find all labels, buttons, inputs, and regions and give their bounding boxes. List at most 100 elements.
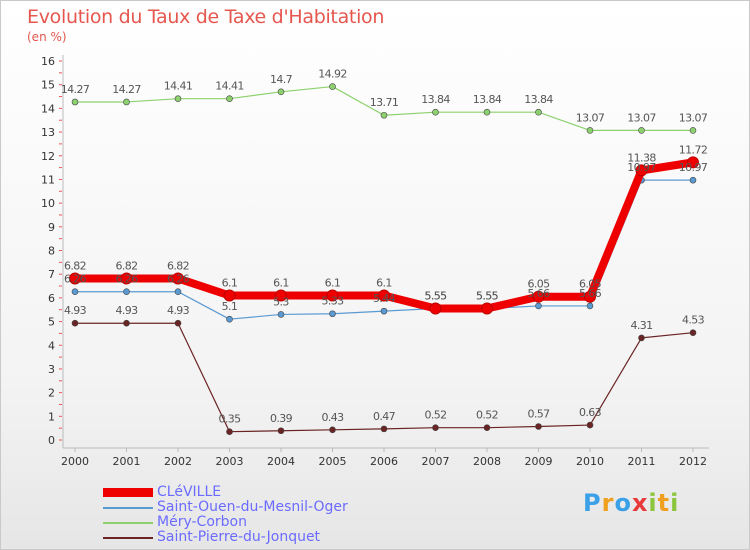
- data-point: [483, 108, 491, 116]
- data-point: [586, 421, 594, 429]
- legend-swatch: [103, 521, 153, 524]
- x-tick-label: 2007: [422, 455, 450, 468]
- x-tick-label: 2008: [473, 455, 501, 468]
- data-point: [226, 428, 233, 436]
- data-label: 5.55: [424, 290, 447, 303]
- data-point: [638, 334, 645, 342]
- brand-logo: Proxiti: [583, 489, 680, 517]
- data-label: 6.82: [115, 259, 137, 272]
- data-point: [483, 424, 491, 431]
- data-point: [120, 272, 133, 285]
- data-label: 6.05: [579, 278, 602, 291]
- data-label: 4.93: [115, 304, 138, 317]
- data-label: 6.26: [64, 273, 87, 286]
- data-point: [71, 288, 79, 296]
- data-label: 14.92: [318, 68, 347, 81]
- y-tick-label: 8: [48, 245, 55, 258]
- data-label: 13.84: [524, 93, 553, 106]
- data-point: [226, 315, 233, 323]
- data-point: [69, 272, 81, 285]
- y-tick-label: 13: [41, 126, 55, 139]
- data-label: 5.66: [579, 287, 602, 300]
- data-point: [378, 289, 390, 302]
- data-label: 14.7: [270, 73, 293, 86]
- data-point: [532, 290, 545, 303]
- data-label: 13.84: [421, 93, 450, 106]
- data-label: 5.1: [222, 300, 238, 313]
- y-tick-label: 10: [41, 197, 55, 210]
- data-label: 14.41: [164, 80, 193, 93]
- legend-swatch: [103, 536, 153, 539]
- data-label: 5.66: [527, 287, 550, 300]
- data-point: [586, 302, 594, 310]
- data-label: 13.84: [473, 93, 502, 106]
- y-tick-label: 11: [41, 173, 55, 186]
- data-point: [226, 95, 233, 102]
- y-tick-label: 5: [48, 316, 55, 329]
- data-label: 14.27: [112, 83, 141, 96]
- y-tick-label: 12: [41, 150, 55, 163]
- y-tick-label: 1: [48, 410, 55, 423]
- legend-item-mery-corbon: Méry-Corbon: [103, 515, 348, 530]
- y-tick-label: 0: [48, 434, 55, 447]
- x-tick-label: 2000: [61, 455, 89, 468]
- x-tick-label: 2003: [216, 455, 244, 468]
- data-point: [481, 302, 493, 315]
- data-point: [326, 289, 339, 302]
- data-label: 5.55: [424, 290, 447, 303]
- x-tick-label: 2002: [164, 455, 192, 468]
- data-label: 6.82: [167, 259, 189, 272]
- data-label: 10.97: [679, 161, 708, 174]
- x-tick-label: 2005: [319, 455, 347, 468]
- data-point: [535, 108, 542, 116]
- data-point: [429, 302, 442, 315]
- data-label: 6.26: [167, 273, 190, 286]
- data-point: [123, 288, 130, 296]
- data-label: 5.33: [321, 295, 344, 308]
- data-label: 14.27: [61, 83, 90, 96]
- data-label: 0.43: [321, 411, 344, 424]
- data-label: 13.71: [370, 96, 399, 109]
- data-label: 4.31: [630, 319, 652, 332]
- legend-item-saint-pierre: Saint-Pierre-du-Jonquet: [103, 530, 348, 545]
- data-point: [174, 319, 182, 327]
- x-tick-label: 2010: [576, 455, 604, 468]
- data-label: 6.1: [376, 277, 392, 290]
- data-point: [584, 290, 596, 303]
- data-point: [687, 156, 699, 169]
- data-point: [535, 302, 542, 310]
- data-point: [689, 176, 697, 184]
- y-tick-label: 7: [48, 268, 55, 281]
- legend-swatch: [103, 506, 153, 509]
- legend-item-saint-ouen: Saint-Ouen-du-Mesnil-Oger: [103, 500, 348, 515]
- data-point: [635, 164, 648, 177]
- data-label: 6.05: [527, 278, 550, 291]
- x-tick-label: 2009: [525, 455, 553, 468]
- data-point: [123, 319, 130, 327]
- legend: CLéVILLE Saint-Ouen-du-Mesnil-Oger Méry-…: [103, 485, 348, 545]
- data-point: [689, 329, 697, 336]
- data-point: [123, 98, 130, 106]
- y-tick-label: 14: [41, 102, 55, 115]
- data-point: [329, 426, 336, 434]
- data-label: 11.38: [627, 151, 656, 164]
- data-point: [380, 425, 388, 433]
- data-point: [380, 307, 388, 315]
- data-label: 6.1: [325, 277, 341, 290]
- data-point: [638, 127, 645, 134]
- data-point: [586, 127, 594, 134]
- data-point: [71, 98, 79, 106]
- legend-label: Saint-Ouen-du-Mesnil-Oger: [157, 499, 348, 515]
- data-label: 10.97: [627, 161, 656, 174]
- y-tick-label: 16: [41, 55, 55, 68]
- data-label: 0.63: [579, 406, 602, 419]
- data-label: 5.55: [476, 290, 499, 303]
- data-point: [329, 83, 336, 90]
- chart-title: Evolution du Taux de Taxe d'Habitation: [27, 6, 385, 28]
- data-label: 6.26: [115, 273, 138, 286]
- data-label: 0.57: [527, 407, 550, 420]
- data-label: 13.07: [679, 111, 708, 124]
- data-label: 6.82: [64, 259, 86, 272]
